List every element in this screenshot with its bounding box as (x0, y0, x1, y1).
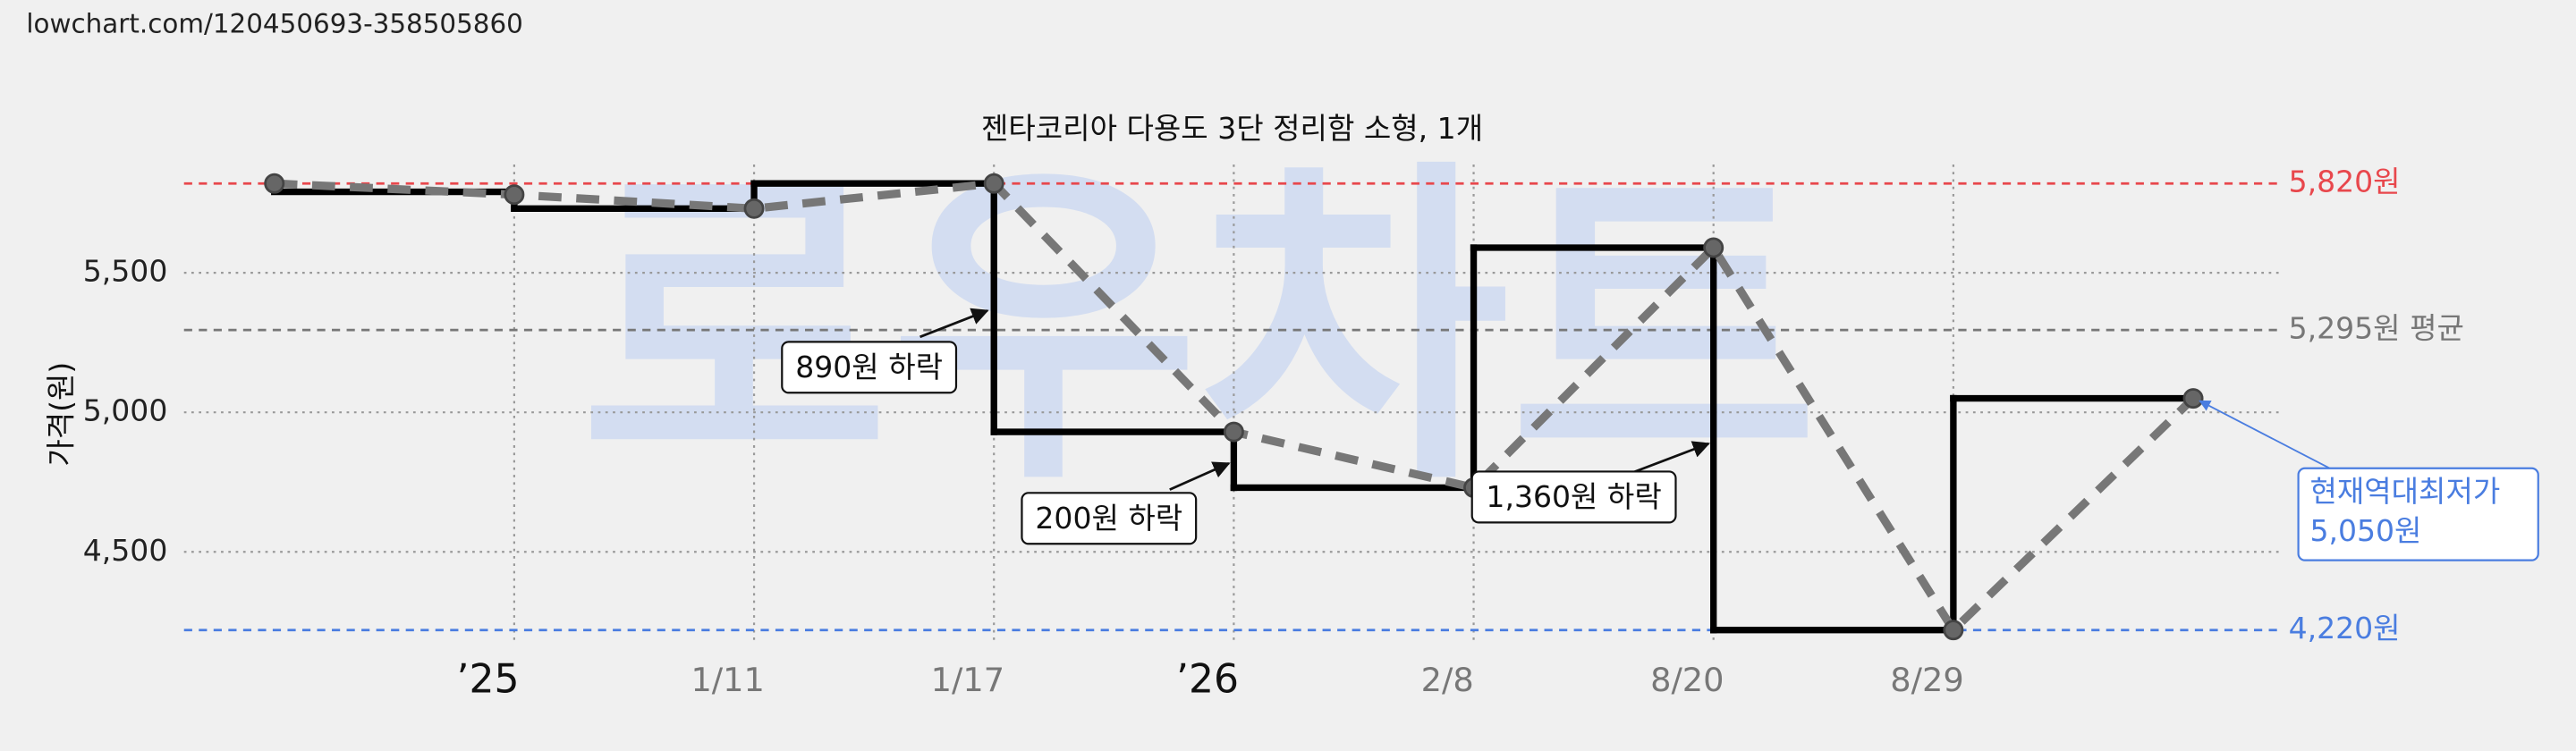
price-point (504, 184, 525, 206)
y-axis-label: 가격(원) (43, 362, 78, 467)
chart-title: 젠타코리아 다용도 3단 정리함 소형, 1개 (981, 111, 1483, 146)
annotation-box (1470, 470, 1677, 524)
reference-label: 5,295원 평균 (2289, 311, 2464, 346)
annotation-box (2297, 467, 2539, 561)
annotation-text: 890원 하락 (795, 350, 943, 384)
annotation-arrow (919, 308, 989, 339)
url: lowchart.com/120450693-358505860 (26, 8, 523, 38)
y-tick-label: 4,500 (83, 533, 168, 568)
price-point (264, 173, 285, 194)
annotation-box (781, 341, 958, 394)
price-point (1223, 421, 1244, 443)
annotation-text: 5,050원 (2309, 513, 2421, 548)
reference-label: 4,220원 (2289, 611, 2401, 646)
annotation-text: 200원 하락 (1035, 501, 1182, 536)
annotation-arrow (2199, 400, 2334, 471)
price-point (2182, 388, 2204, 409)
annotation-arrow (1625, 441, 1711, 477)
annotation-arrow (1169, 461, 1231, 491)
reference-label: 5,820원 (2289, 165, 2401, 199)
y-tick-label: 5,500 (83, 254, 168, 289)
x-tick-label: 8/20 (1650, 661, 1724, 699)
y-tick-label: 5,000 (83, 393, 168, 428)
price-point (983, 173, 1004, 194)
x-tick-label: 2/8 (1421, 661, 1474, 699)
annotation-text: 현재역대최저가 (2309, 474, 2500, 509)
x-tick-label: 1/11 (691, 661, 764, 699)
price-point (1703, 237, 1724, 258)
price-point (743, 198, 765, 219)
x-tick-label: 1/17 (931, 661, 1004, 699)
annotation-box (1021, 492, 1198, 545)
x-tick-label: ’25 (456, 657, 519, 703)
x-tick-label: ’26 (1176, 657, 1239, 703)
x-tick-label: 8/29 (1890, 661, 1963, 699)
annotation-text: 1,360원 하락 (1486, 479, 1661, 514)
price-point (1943, 620, 1964, 641)
watermark: 로우차트 (580, 132, 1819, 525)
